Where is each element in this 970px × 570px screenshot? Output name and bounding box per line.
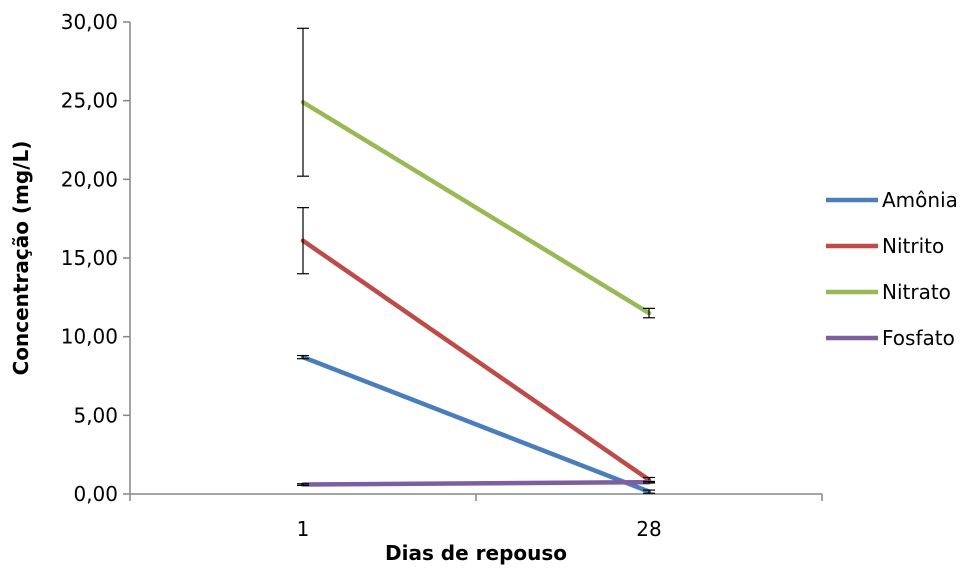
series-line [300, 479, 652, 487]
legend-label: Fosfato [882, 326, 955, 350]
x-tick-label: 1 [297, 517, 310, 541]
error-bar [297, 354, 309, 360]
y-tick-label: 10,00 [61, 325, 118, 349]
y-axis-title: Concentração (mg/L) [9, 141, 33, 376]
error-bar [297, 483, 309, 486]
y-tick-label: 30,00 [61, 10, 118, 34]
series-nitrato [297, 27, 655, 319]
error-bar [643, 489, 655, 494]
y-tick-label: 0,00 [73, 482, 118, 506]
y-axis: 0,00 5,00 10,00 15,00 20,00 25,00 30,00 [61, 10, 131, 506]
series-line [300, 238, 652, 483]
series-line [300, 99, 652, 316]
x-axis-title: Dias de repouso [385, 541, 567, 565]
error-bar [643, 480, 655, 484]
legend-item: Nitrato [826, 280, 951, 304]
legend-label: Nitrato [882, 280, 951, 304]
error-bar [297, 207, 309, 275]
y-tick-label: 15,00 [61, 246, 118, 270]
series-fosfato [297, 479, 655, 487]
y-tick-label: 25,00 [61, 89, 118, 113]
error-bar [297, 27, 309, 177]
x-axis: 1 28 [129, 493, 823, 541]
legend-item: Amônia [826, 188, 958, 212]
legend-label: Nitrito [882, 234, 944, 258]
legend-label: Amônia [882, 188, 958, 212]
series-line [300, 354, 652, 494]
y-tick-label: 5,00 [73, 403, 118, 427]
error-bar [643, 307, 655, 319]
plot-area [297, 27, 655, 494]
legend-item: Fosfato [826, 326, 955, 350]
series-amônia [297, 354, 655, 494]
legend: Amônia Nitrito Nitrato Fosfato [826, 188, 958, 350]
series-nitrito [297, 207, 655, 483]
legend-item: Nitrito [826, 234, 944, 258]
x-tick-label: 28 [636, 517, 661, 541]
y-tick-label: 20,00 [61, 167, 118, 191]
